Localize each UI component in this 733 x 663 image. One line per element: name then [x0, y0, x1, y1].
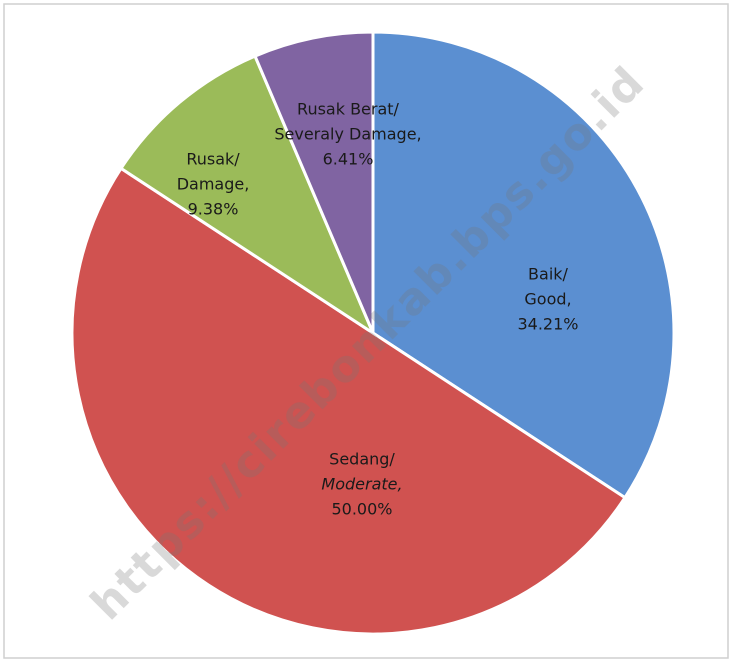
slice-label: Sedang/	[329, 450, 395, 469]
slice-label: Damage,	[177, 175, 250, 194]
slice-label: Baik/	[528, 265, 568, 284]
value-label: 50.00%	[331, 500, 392, 519]
slice-label: Moderate,	[321, 475, 402, 494]
value-label: 34.21%	[517, 315, 578, 334]
pie-slice	[253, 30, 375, 334]
slice-label: Rusak/	[186, 150, 240, 169]
value-label: 6.41%	[323, 150, 374, 169]
pie-slice	[118, 54, 377, 337]
slice-label: Good,	[524, 290, 571, 309]
value-label: 9.38%	[188, 200, 239, 219]
slice-label: Rusak Berat/	[297, 100, 400, 119]
slice-label: Severaly Damage,	[274, 125, 421, 144]
pie-slice	[70, 166, 628, 636]
